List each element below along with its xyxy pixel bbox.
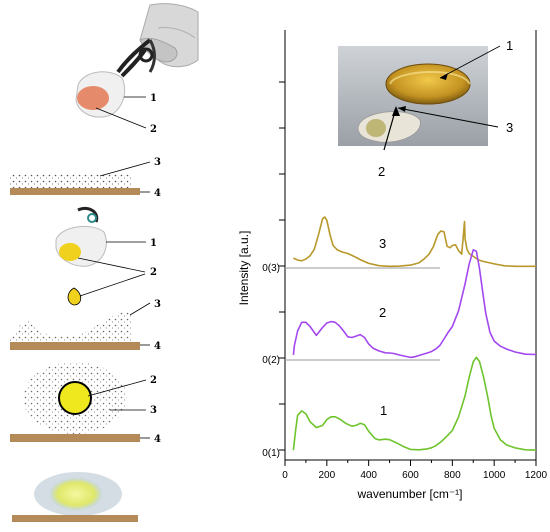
label-4-step5: 4	[154, 434, 161, 445]
substrate-step2: 3 4	[10, 157, 161, 199]
series-line-1	[292, 356, 536, 451]
series-line-2	[292, 249, 536, 359]
label-2-step3: 2	[150, 267, 157, 278]
label-1-step3: 1	[150, 238, 157, 249]
series-lines	[292, 216, 536, 451]
raman-chart: 0 200 400 600 800 1000 1200 0(1) 0(2) 0(3) 3 2 1…	[237, 30, 548, 501]
gloved-hand-illustration	[139, 3, 199, 68]
label-4-step4: 4	[154, 341, 161, 352]
baseline-label-2: 0(2)	[262, 355, 280, 366]
y-ticks	[279, 81, 285, 451]
x-tick-label: 400	[360, 470, 377, 481]
tweezers-illustration	[116, 38, 156, 78]
substrate-step4: 3 4	[10, 299, 161, 352]
x-axis-label: wavenumber [cm⁻¹]	[356, 487, 462, 501]
x-tick-label: 0	[282, 470, 288, 481]
label-2-step1: 2	[150, 124, 157, 135]
x-tick-label: 800	[444, 470, 461, 481]
substrate-step5: 2 3 4	[10, 362, 161, 445]
series-label-1: 1	[380, 403, 387, 418]
substrate-step6	[12, 472, 138, 522]
x-tick-label: 1200	[525, 470, 548, 481]
baseline-label-3: 0(3)	[262, 263, 280, 274]
photo-label-2: 2	[378, 164, 385, 179]
series-line-3	[293, 216, 536, 268]
label-3-step5: 3	[150, 405, 157, 416]
x-tick-label: 1000	[483, 470, 506, 481]
series-label-3: 3	[379, 236, 386, 251]
gel-cap-1: 1 2	[75, 71, 157, 135]
label-2-step5: 2	[150, 375, 157, 386]
x-tick-label: 600	[402, 470, 419, 481]
photo-label-1: 1	[506, 38, 513, 53]
baselines: 0(1) 0(2) 0(3)	[262, 263, 440, 459]
schematic-panel: 1 2 3 4 1 2	[10, 3, 199, 522]
label-3-step4: 3	[154, 299, 161, 310]
gel-cap-2: 1 2	[55, 206, 157, 306]
photo-label-3: 3	[506, 120, 513, 135]
label-1-step1: 1	[150, 93, 157, 104]
series-label-2: 2	[379, 305, 386, 320]
x-ticks: 0 200 400 600 800 1000 1200	[282, 460, 548, 481]
baseline-label-1: 0(1)	[262, 448, 280, 459]
y-axis-label: Intensity [a.u.]	[237, 231, 251, 306]
label-3-step2: 3	[154, 157, 161, 168]
x-tick-label: 200	[318, 470, 335, 481]
label-4-step2: 4	[154, 188, 161, 199]
photo-inset: 1 3 2	[338, 38, 513, 179]
